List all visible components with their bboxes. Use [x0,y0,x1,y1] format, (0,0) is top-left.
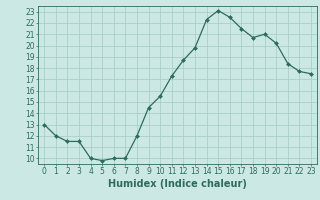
X-axis label: Humidex (Indice chaleur): Humidex (Indice chaleur) [108,179,247,189]
